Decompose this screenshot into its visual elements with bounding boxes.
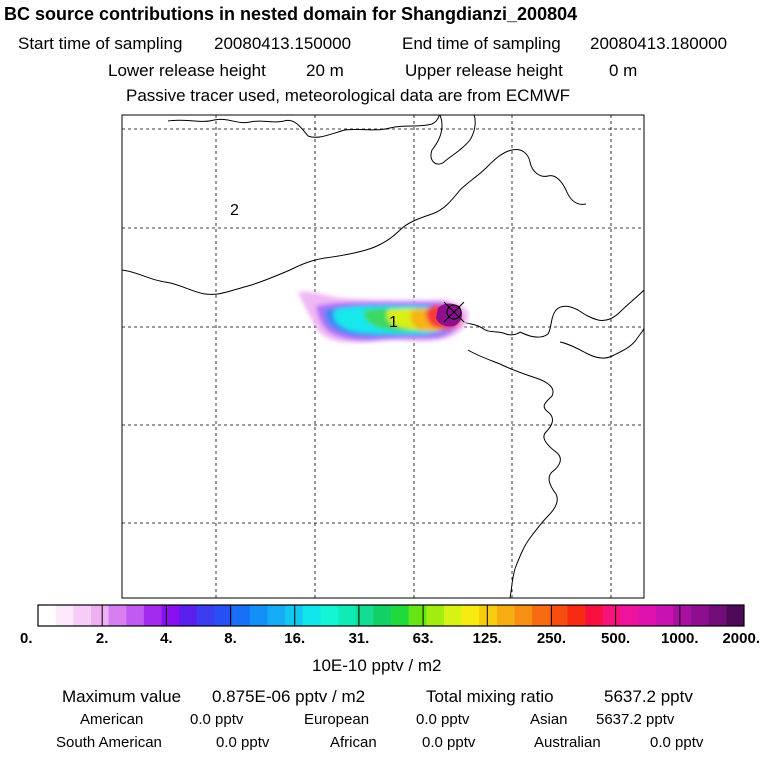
border-east [511,149,587,205]
max-value: 0.875E-06 pptv / m2 [212,687,366,706]
coast-korea [559,327,644,359]
colorbar-tick-label: 2. [96,630,109,647]
total-mixing-value: 5637.2 pptv [604,687,693,706]
colorbar-cell [196,605,215,626]
region-value-asian: 5637.2 pptv [596,711,675,728]
end-time-value: 20080413.180000 [590,34,728,53]
region-value-african: 0.0 pptv [422,734,476,751]
colorbar-cell [479,605,498,626]
plume-field [298,291,469,343]
map-label-2: 2 [230,202,239,219]
colorbar-tick-label: 500. [601,630,630,647]
receptor-marker [443,301,465,323]
region-name-african: African [330,734,377,751]
map-grid [122,115,644,598]
colorbar-cell [90,605,109,626]
colorbar-cell [38,605,57,626]
region-value-australian: 0.0 pptv [650,734,704,751]
total-mixing-label: Total mixing ratio [426,687,554,706]
region-name-european: European [304,711,370,728]
upper-release-value: 0 m [609,61,638,80]
region-value-american: 0.0 pptv [190,711,244,728]
colorbar-cell [726,605,745,626]
colorbar-cell [514,605,533,626]
region-name-asian: Asian [530,711,568,728]
coast-bohai-north [519,289,644,338]
colorbar-cell [73,605,92,626]
colorbar-cell [143,605,162,626]
colorbar-cell [126,605,145,626]
colorbar-cell [302,605,321,626]
border-north [167,115,441,138]
colorbar-tick-label: 4. [160,630,173,647]
colorbar-frame [37,604,745,627]
lower-release-value: 20 m [306,61,344,80]
region-value-european: 0.0 pptv [416,711,470,728]
tracer-note: Passive tracer used, meteorological data… [126,86,571,105]
colorbar-cell [638,605,657,626]
start-time-label: Start time of sampling [18,34,183,53]
colorbar-cell [338,605,357,626]
colorbar-cell [179,605,198,626]
colorbar-tick-label: 125. [473,630,502,647]
colorbar-tick-label: 0. [20,630,33,647]
colorbar-cell [355,605,374,626]
region-name-south-american: South American [56,734,162,751]
region-name-american: American [80,711,144,728]
region-name-australian: Australian [534,734,601,751]
colorbar-cell [443,605,462,626]
colorbar-cell [567,605,586,626]
colorbar-cell [108,605,127,626]
border-northeast [430,115,476,165]
colorbar-cell [655,605,674,626]
colorbar-cell [267,605,286,626]
colorbar-cell [532,605,551,626]
colorbar-cell [373,605,392,626]
colorbar-tick-label: 8. [224,630,237,647]
coast-east-china [467,349,561,598]
colorbar-cell [426,605,445,626]
plume-contour-core [436,303,462,327]
colorbar-cell [408,605,427,626]
border-mongolia [122,149,513,295]
colorbar-tick-label: 250. [537,630,566,647]
region-value-south-american: 0.0 pptv [216,734,270,751]
colorbar-tick-label: 2000. [722,630,760,647]
map-label-1: 1 [389,314,398,331]
colorbar-cell [249,605,268,626]
colorbar-cell [673,605,692,626]
colorbar-tick-label: 63. [413,630,434,647]
lower-release-label: Lower release height [108,61,266,80]
colorbar-cell [232,605,251,626]
colorbar-cell [585,605,604,626]
colorbar-cell [708,605,727,626]
colorbar [38,605,745,626]
chart-title: BC source contributions in nested domain… [4,4,578,24]
colorbar-cell [55,605,74,626]
colorbar-cell [320,605,339,626]
colorbar-cell [549,605,568,626]
colorbar-cell [285,605,304,626]
colorbar-tick-label: 16. [284,630,305,647]
colorbar-cell [620,605,639,626]
colorbar-tick-label: 1000. [661,630,699,647]
colorbar-cell [691,605,710,626]
max-value-label: Maximum value [62,687,182,706]
map-frame [121,114,645,599]
start-time-value: 20080413.150000 [214,34,352,53]
colorbar-tick-labels: 0. 2. 4. 8. 16. 31. 63. 125. 250. 500. 1000. 2000. [20,605,760,647]
colorbar-cell [496,605,515,626]
colorbar-cell [602,605,621,626]
colorbar-cell [461,605,480,626]
colorbar-cell [391,605,410,626]
end-time-label: End time of sampling [402,34,561,53]
coast-bohai-west [457,317,521,336]
colorbar-cell [161,605,180,626]
colorbar-tick-label: 31. [348,630,369,647]
coastlines [122,115,644,598]
colorbar-cell [214,605,233,626]
upper-release-label: Upper release height [405,61,563,80]
colorbar-unit-label: 10E-10 pptv / m2 [312,656,442,675]
